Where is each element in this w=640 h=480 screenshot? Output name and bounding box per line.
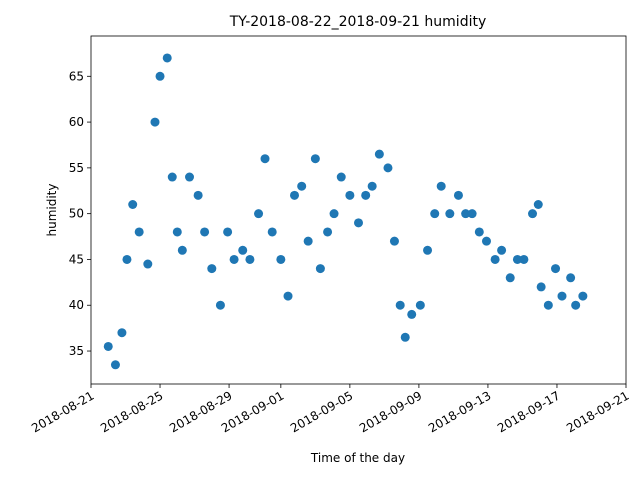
point	[200, 227, 210, 237]
point	[453, 190, 463, 200]
point	[374, 149, 384, 159]
point	[505, 273, 515, 283]
point	[303, 236, 313, 246]
point	[389, 236, 399, 246]
point	[162, 53, 172, 63]
point	[490, 254, 500, 264]
chart-title: TY-2018-08-22_2018-09-21 humidity	[229, 14, 487, 30]
y-tick-label: 50	[69, 207, 84, 221]
point	[474, 227, 484, 237]
point	[103, 341, 113, 351]
point	[155, 71, 165, 81]
point	[367, 181, 377, 191]
x-tick-label: 2018-09-17	[495, 388, 562, 435]
point	[276, 254, 286, 264]
y-tick-label: 55	[69, 161, 84, 175]
point	[519, 254, 529, 264]
point	[267, 227, 277, 237]
x-axis-label: Time of the day	[310, 451, 405, 465]
point	[533, 200, 543, 210]
x-tick-label: 2018-09-05	[288, 388, 355, 435]
point	[223, 227, 233, 237]
point	[207, 264, 217, 274]
point	[254, 209, 264, 219]
y-tick-label: 45	[69, 252, 84, 266]
point	[578, 291, 588, 301]
point	[336, 172, 346, 182]
point	[229, 254, 239, 264]
point	[497, 245, 507, 255]
plot-frame	[90, 35, 627, 385]
point	[283, 291, 293, 301]
point	[551, 264, 561, 274]
point	[445, 209, 455, 219]
point	[423, 245, 433, 255]
y-axis-label: humidity	[45, 184, 59, 237]
point	[323, 227, 333, 237]
x-tick-label: 2018-09-09	[357, 388, 424, 435]
point	[185, 172, 195, 182]
point	[407, 309, 417, 319]
point	[415, 300, 425, 310]
point	[117, 328, 127, 338]
point	[467, 209, 477, 219]
point	[315, 264, 325, 274]
x-tick-label: 2018-08-25	[98, 388, 165, 435]
point	[571, 300, 581, 310]
point	[361, 190, 371, 200]
point	[110, 360, 120, 370]
point	[245, 254, 255, 264]
point	[430, 209, 440, 219]
point	[128, 200, 138, 210]
x-tick-label: 2018-09-21	[564, 388, 631, 435]
point	[566, 273, 576, 283]
point	[290, 190, 300, 200]
x-tick-label: 2018-08-21	[29, 388, 96, 435]
point	[436, 181, 446, 191]
y-tick-label: 35	[69, 344, 84, 358]
point	[345, 190, 355, 200]
point	[512, 254, 522, 264]
point	[167, 172, 177, 182]
point	[354, 218, 363, 228]
point	[543, 300, 553, 310]
point	[143, 259, 153, 269]
point	[134, 227, 144, 237]
x-tick-label: 2018-09-13	[426, 388, 493, 435]
point	[310, 154, 320, 164]
point	[238, 245, 248, 255]
point	[150, 117, 160, 127]
point	[383, 163, 393, 173]
point	[297, 181, 307, 191]
y-tick-label: 60	[69, 115, 84, 129]
point	[172, 227, 182, 237]
point	[193, 190, 203, 200]
y-tick-label: 40	[69, 298, 84, 312]
point	[215, 300, 225, 310]
y-tick-label: 65	[69, 69, 84, 83]
point	[557, 291, 567, 301]
point	[400, 332, 410, 342]
point	[260, 154, 270, 164]
point	[177, 245, 187, 255]
point	[329, 209, 339, 219]
point	[481, 236, 491, 246]
point	[395, 300, 405, 310]
point	[528, 209, 538, 219]
point	[122, 254, 132, 264]
point	[461, 209, 471, 219]
point	[536, 282, 546, 292]
